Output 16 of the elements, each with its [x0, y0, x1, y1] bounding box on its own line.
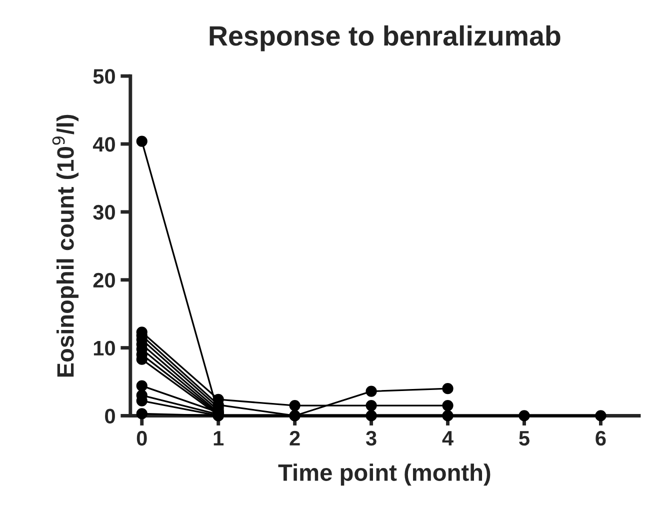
y-tick-label: 50 [93, 69, 115, 84]
y-tick-label: 10 [94, 340, 115, 356]
x-tick-label: 3 [366, 430, 376, 446]
y-tick-label: 0 [105, 408, 115, 424]
chart-title: Response to benralizumab [210, 25, 560, 52]
x-tick-label: 6 [596, 430, 606, 446]
y-tick-label: 30 [93, 204, 115, 220]
x-axis-title: Time point (month) [278, 464, 490, 486]
y-tick-label: 40 [92, 136, 115, 152]
y-tick-label: 20 [93, 272, 115, 288]
x-tick-label: 2 [290, 430, 300, 446]
y-axis-title: Eosinophil count (10$^{9}$/l) [52, 114, 79, 377]
x-tick-label: 5 [519, 431, 530, 446]
x-tick-label: 1 [214, 431, 224, 446]
x-tick-label: 4 [442, 431, 454, 446]
x-tick-label: 0 [136, 430, 147, 446]
